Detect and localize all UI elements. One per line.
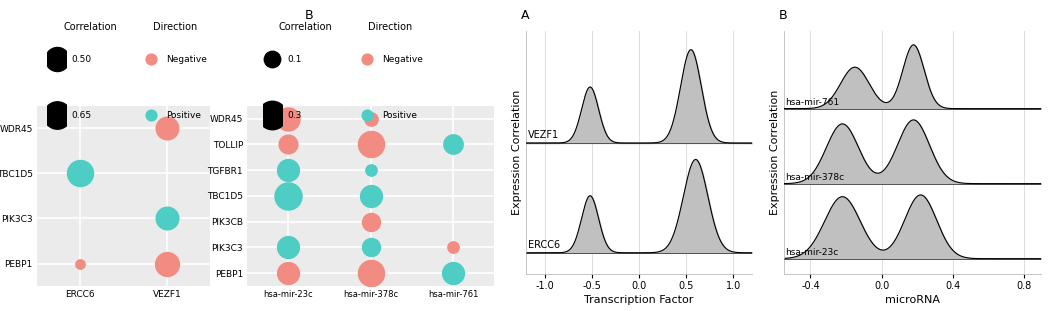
Text: 0.1: 0.1 xyxy=(287,55,302,63)
Point xyxy=(48,113,65,118)
Text: A: A xyxy=(521,9,529,22)
Point xyxy=(280,168,297,173)
Point xyxy=(159,261,176,266)
Point xyxy=(72,261,88,266)
Point xyxy=(159,126,176,131)
Point xyxy=(280,245,297,250)
Text: B: B xyxy=(778,9,787,22)
Text: Negative: Negative xyxy=(166,55,207,63)
X-axis label: Transcription Factor: Transcription Factor xyxy=(585,295,693,305)
Point xyxy=(359,113,376,118)
Y-axis label: Expression Correlation: Expression Correlation xyxy=(770,90,780,215)
Y-axis label: Expression Correlation: Expression Correlation xyxy=(512,90,522,215)
Text: Direction: Direction xyxy=(153,22,197,32)
Point xyxy=(48,57,65,62)
Point xyxy=(280,271,297,276)
Text: Negative: Negative xyxy=(382,55,423,63)
Point xyxy=(159,216,176,221)
Point xyxy=(280,193,297,198)
Point xyxy=(445,245,462,250)
Point xyxy=(359,57,376,62)
Text: Positive: Positive xyxy=(166,111,201,119)
Point xyxy=(143,113,160,118)
Text: 0.65: 0.65 xyxy=(72,111,92,119)
Point xyxy=(445,271,462,276)
Text: B: B xyxy=(305,9,313,22)
Point xyxy=(362,142,380,147)
Text: Correlation: Correlation xyxy=(279,22,332,32)
X-axis label: microRNA: microRNA xyxy=(885,295,940,305)
Text: hsa-mir-23c: hsa-mir-23c xyxy=(786,248,838,258)
Point xyxy=(362,271,380,276)
Point xyxy=(362,219,380,224)
Point xyxy=(280,116,297,121)
Text: hsa-mir-761: hsa-mir-761 xyxy=(786,98,839,107)
Point xyxy=(72,171,88,176)
Text: VEZF1: VEZF1 xyxy=(528,130,559,140)
Point xyxy=(362,116,380,121)
Point xyxy=(264,113,281,118)
Text: Positive: Positive xyxy=(382,111,417,119)
Point xyxy=(362,245,380,250)
Point xyxy=(280,142,297,147)
Text: 0.3: 0.3 xyxy=(287,111,302,119)
Point xyxy=(143,57,160,62)
Point xyxy=(362,193,380,198)
Point xyxy=(264,57,281,62)
Text: hsa-mir-378c: hsa-mir-378c xyxy=(786,174,845,182)
Text: Direction: Direction xyxy=(368,22,412,32)
Text: ERCC6: ERCC6 xyxy=(528,240,560,250)
Text: 0.50: 0.50 xyxy=(72,55,92,63)
Text: Correlation: Correlation xyxy=(63,22,117,32)
Point xyxy=(362,168,380,173)
Point xyxy=(445,142,462,147)
